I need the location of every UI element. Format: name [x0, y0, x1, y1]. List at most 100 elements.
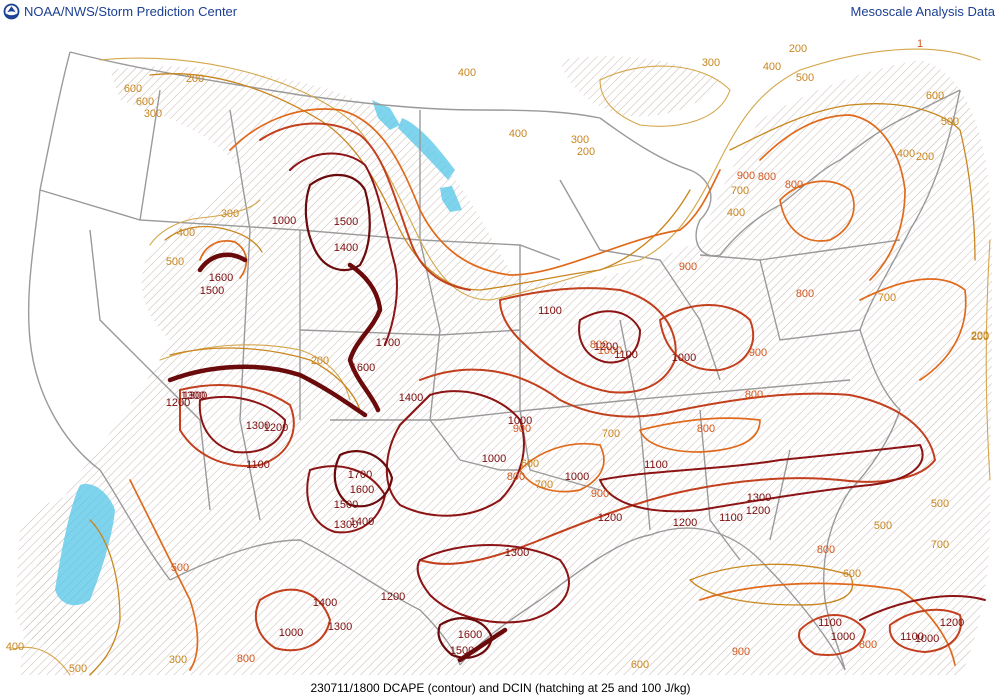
contour-label: 1300 — [505, 547, 529, 559]
contour-label: 400 — [6, 641, 24, 653]
contour-label: 500 — [941, 116, 959, 128]
contour-label: 1200 — [598, 512, 622, 524]
contour-label: 1100 — [900, 631, 924, 643]
dcin-high-region — [55, 484, 115, 606]
contour-label: 1500 — [334, 216, 358, 228]
state-line — [559, 179, 721, 381]
contour-label: 1200 — [166, 397, 190, 409]
contour-label: 800 — [590, 339, 608, 351]
contour-label: 400 — [727, 207, 745, 219]
state-line — [699, 239, 901, 261]
dcape-contour-500 — [89, 519, 121, 676]
contour-label: 1600 — [458, 629, 482, 641]
dcape-contour-1000 — [419, 368, 936, 565]
contour-label: 400 — [763, 61, 781, 73]
contour-label: 600 — [124, 83, 142, 95]
state-line — [459, 459, 520, 471]
contour-label: 900 — [513, 423, 531, 435]
contour-label: 500 — [166, 256, 184, 268]
contour-label: 1500 — [200, 285, 224, 297]
contour-label: 800 — [697, 423, 715, 435]
contour-label: 1200 — [746, 505, 770, 517]
dcape-contour-500 — [689, 563, 854, 606]
contour-label: 700 — [931, 539, 949, 551]
dcape-contour-800 — [129, 479, 199, 671]
contour-label: 200 — [186, 73, 204, 85]
dcape-contour-1200 — [306, 465, 386, 534]
north-boundary — [69, 51, 601, 119]
contour-label: 700 — [878, 292, 896, 304]
state-line — [699, 409, 741, 561]
dcape-contour-1500 — [437, 617, 494, 659]
contour-label: 600 — [631, 659, 649, 671]
contour-label: 1100 — [538, 305, 562, 317]
state-line — [299, 229, 461, 461]
contour-label: 1000 — [598, 345, 622, 357]
contour-label: 300 — [221, 208, 239, 220]
contour-label: 1300 — [183, 390, 207, 402]
contour-label: 800 — [507, 471, 525, 483]
contour-label: 800 — [817, 544, 835, 556]
dcape-contour-1000 — [797, 614, 866, 656]
contour-label: 1500 — [450, 645, 474, 657]
dcape-contour-1000 — [659, 304, 755, 372]
dcin-high-region — [372, 100, 400, 130]
dcape-contour-200 — [985, 239, 991, 481]
dcape-gradient-band — [347, 262, 383, 413]
contour-label: 400 — [177, 227, 195, 239]
contour-label: 1700 — [376, 337, 400, 349]
contour-label: 200 — [789, 43, 807, 55]
dcape-contour-800 — [519, 442, 605, 493]
contour-label: 1300 — [328, 621, 352, 633]
contour-label: 500 — [69, 663, 87, 675]
dcape-contour-1200 — [385, 390, 525, 517]
contour-label: 1000 — [831, 631, 855, 643]
dcape-gradient-band — [197, 252, 248, 273]
contour-label: 300 — [144, 108, 162, 120]
organization-title: NOAA/NWS/Storm Prediction Center — [24, 4, 238, 19]
dcin-high-layer — [55, 100, 462, 606]
contour-label: 1300 — [747, 492, 771, 504]
contour-label: 300 — [571, 134, 589, 146]
dcape-contour-200 — [149, 199, 261, 246]
contour-label: 1200 — [594, 341, 618, 353]
dcape-contour-200 — [599, 65, 731, 127]
contour-label: 1400 — [313, 597, 337, 609]
dcape-contour-1200 — [578, 310, 641, 364]
contour-label: 1000 — [672, 352, 696, 364]
contour-label: 1000 — [482, 453, 506, 465]
contour-label: 1400 — [399, 392, 423, 404]
contour-label: 400 — [509, 128, 527, 140]
state-line — [759, 259, 861, 341]
dcape-contour-800 — [759, 114, 906, 281]
contour-label: 1500 — [334, 499, 358, 511]
dcin-hatch-region — [20, 60, 993, 675]
state-line — [229, 109, 261, 521]
contour-label: 1 — [917, 38, 923, 50]
mexico-border — [169, 539, 461, 666]
contour-label: 400 — [458, 67, 476, 79]
dcape-contours — [9, 48, 991, 676]
dcin-hatching-layer — [15, 56, 993, 675]
dcape-contour-800 — [639, 417, 761, 453]
contour-label: 800 — [758, 171, 776, 183]
dcape-contour-1500 — [333, 450, 394, 508]
political-boundaries — [27, 51, 961, 671]
contour-label: 800 — [785, 179, 803, 191]
contour-label: 1000 — [272, 215, 296, 227]
contour-label: 1200 — [673, 517, 697, 529]
contour-label: 800 — [237, 653, 255, 665]
contour-label: 1000 — [508, 415, 532, 427]
contour-label: 1300 — [334, 519, 358, 531]
contour-label: 700 — [602, 428, 620, 440]
dcape-contour-800 — [699, 582, 956, 666]
contour-label: 200 — [971, 331, 989, 343]
dcape-contour-1200 — [198, 396, 286, 454]
state-line — [619, 319, 651, 531]
noaa-logo-icon — [3, 3, 20, 20]
dcape-contour-800 — [199, 240, 248, 279]
contour-label: 1600 — [351, 362, 375, 374]
pacific-coast — [27, 51, 171, 581]
